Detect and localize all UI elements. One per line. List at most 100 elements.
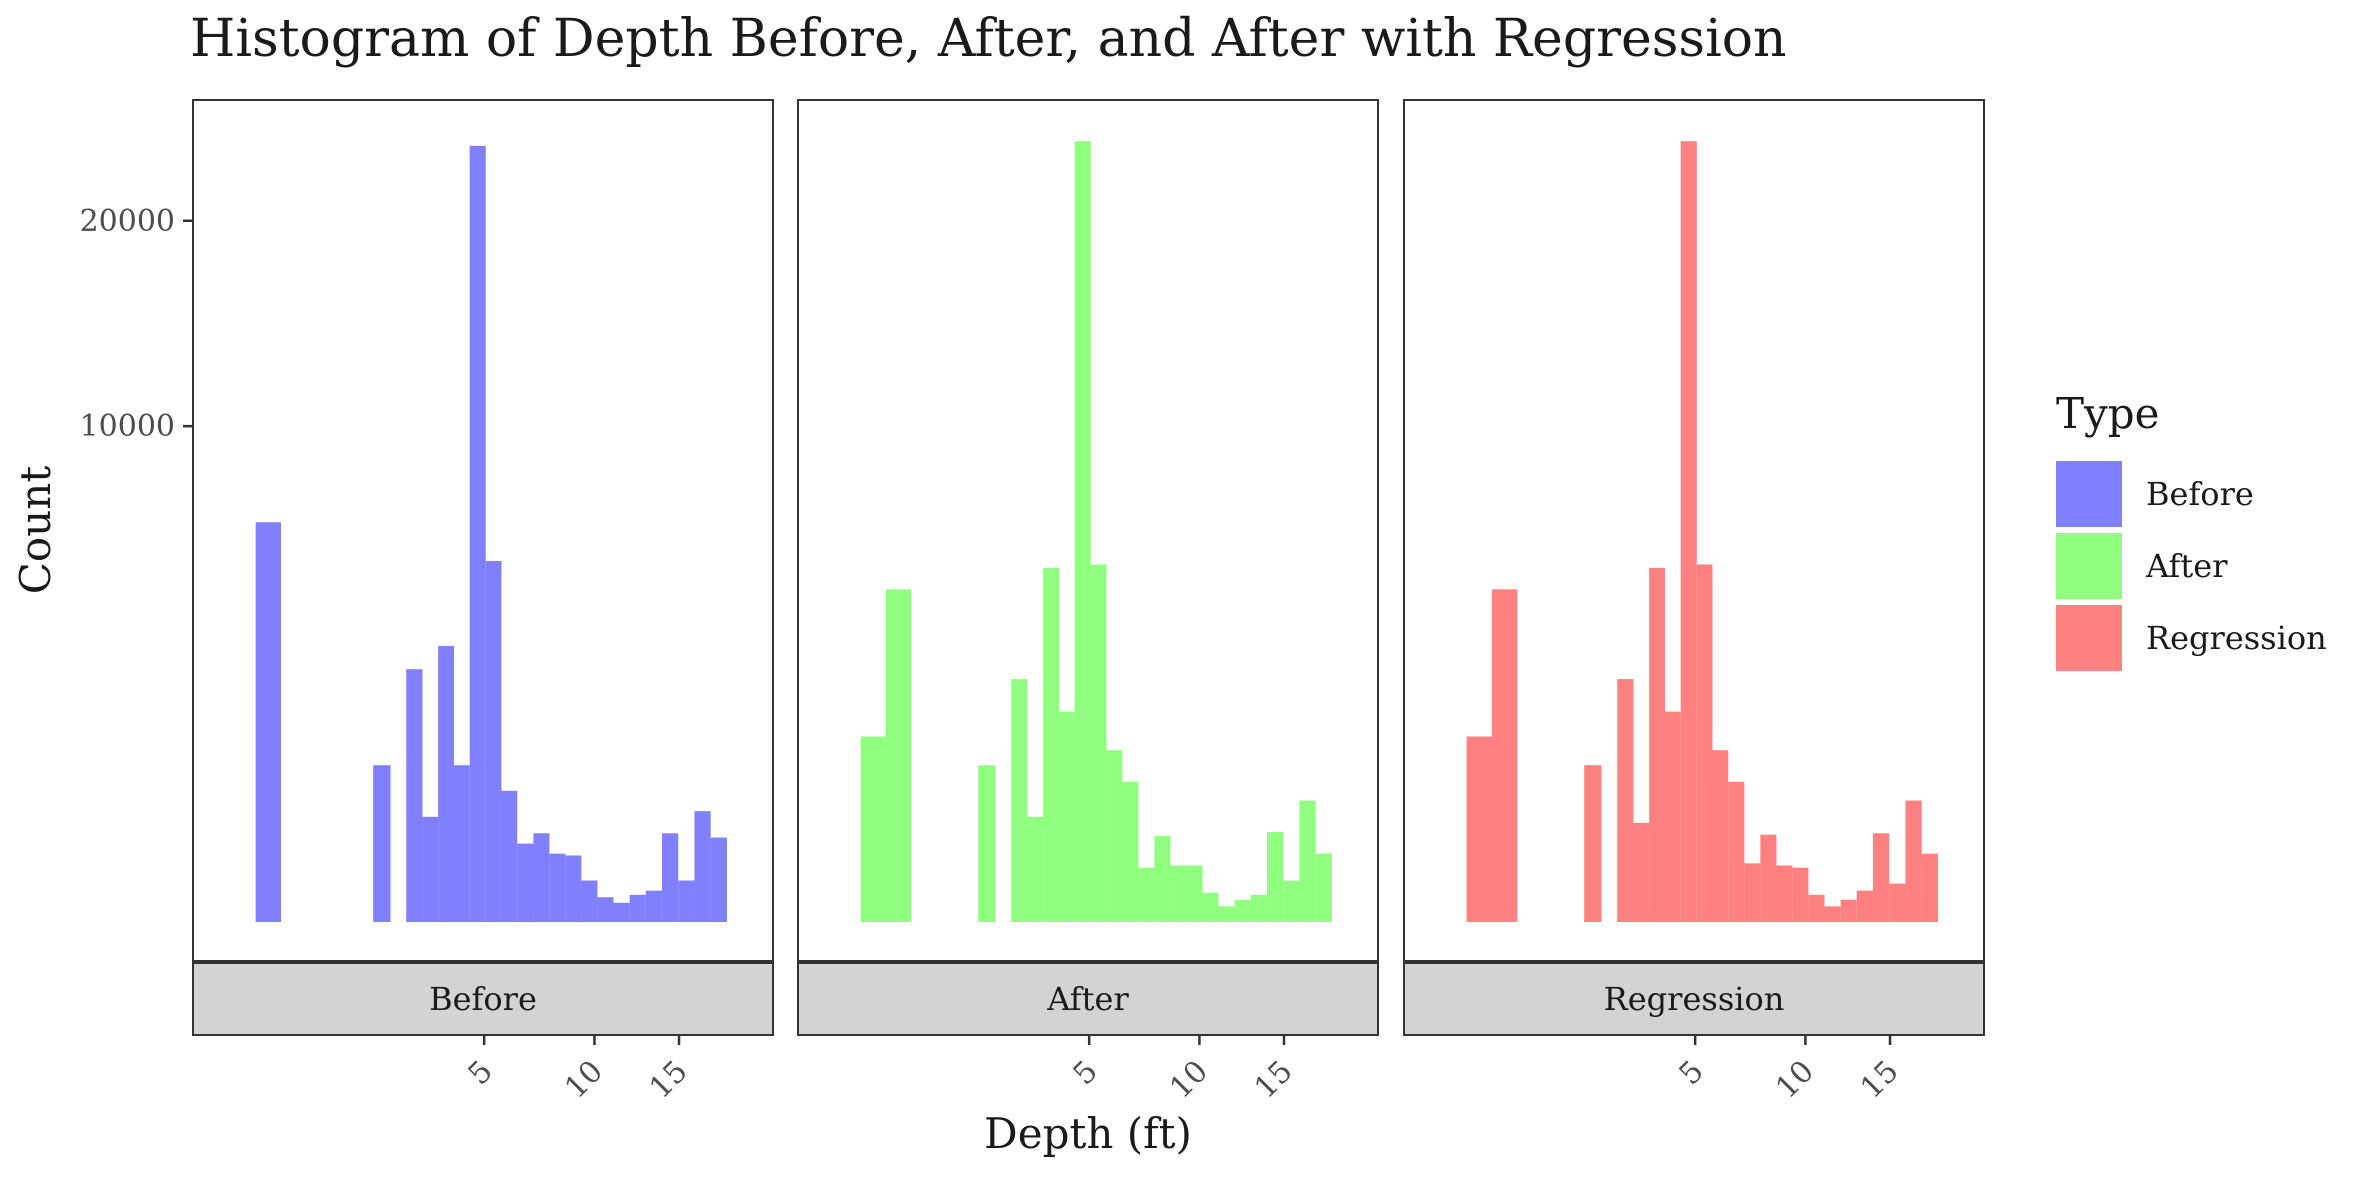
facet-strip-label: After [1046, 980, 1129, 1018]
histogram-bar [1170, 865, 1187, 922]
histogram-bar [1712, 750, 1729, 922]
x-tick-label: 15 [1854, 1054, 1906, 1106]
legend-title: Type [2056, 389, 2159, 438]
histogram-bar [1664, 711, 1681, 922]
histogram-bar [469, 145, 486, 923]
histogram-bar [860, 736, 886, 922]
histogram-bar [1058, 711, 1075, 922]
histogram-bar [1074, 141, 1091, 922]
histogram-bar [1633, 822, 1650, 922]
x-tick-label: 15 [1248, 1054, 1300, 1106]
facet-panel-after: After 5 10 15 [797, 99, 1379, 1106]
histogram-bar [565, 855, 582, 922]
histogram-bar [1889, 883, 1906, 922]
histogram-bar [373, 765, 391, 922]
histogram-bar [1283, 880, 1300, 922]
histogram-bar [1696, 564, 1713, 922]
histogram-bar [422, 816, 439, 922]
histogram-bar [501, 790, 518, 922]
x-tick-label: 5 [462, 1054, 500, 1092]
legend: Type Before After Regression [2056, 389, 2327, 671]
histogram-bar [978, 765, 996, 922]
histogram-bar [1466, 736, 1492, 922]
histogram-bar [1027, 816, 1044, 922]
histogram-bar [1154, 836, 1171, 922]
histogram-bar [613, 902, 630, 922]
histogram-bar [1234, 899, 1251, 922]
histogram-bar [1921, 853, 1938, 922]
legend-key-before [2056, 461, 2122, 527]
histogram-bar [1491, 589, 1518, 922]
histogram-bar [1011, 679, 1028, 922]
histogram-bar [485, 561, 502, 922]
histogram-bar [1138, 867, 1155, 922]
y-tick-label: 20000 [80, 204, 175, 239]
histogram-bar [1299, 800, 1316, 922]
histogram-bar [1649, 567, 1665, 922]
legend-label: Regression [2146, 619, 2327, 657]
histogram-bar [1186, 865, 1203, 922]
facet-panels: Before 5 10 15 After 5 10 15 Regression 5 10 15 [192, 99, 1985, 1106]
histogram-bar [710, 837, 727, 922]
histogram-bar [661, 833, 679, 922]
y-axis-label: Count [11, 466, 60, 595]
histogram-bar [1266, 831, 1284, 922]
histogram-bar [453, 765, 470, 922]
histogram-bar [255, 522, 281, 922]
facet-strip [1403, 961, 1985, 1036]
x-tick-label: 10 [1163, 1054, 1215, 1106]
histogram-bar [1808, 894, 1825, 922]
legend-label: Before [2146, 475, 2254, 513]
histogram-bar [406, 669, 423, 922]
histogram-bar [1680, 141, 1697, 922]
x-tick-label: 5 [1673, 1054, 1711, 1092]
legend-label: After [2145, 547, 2228, 585]
histogram-bar [438, 645, 454, 922]
facet-panel-regression: Regression 5 10 15 [1403, 99, 1985, 1106]
histogram-bar [1824, 906, 1841, 922]
histogram-bar [597, 897, 614, 922]
legend-key-regression [2056, 605, 2122, 671]
histogram-bar [1776, 865, 1793, 922]
facet-panel-before: Before 5 10 15 [192, 99, 774, 1106]
y-tick-label: 10000 [80, 409, 175, 444]
histogram-bar [885, 589, 912, 922]
histogram-bar [1840, 899, 1857, 922]
histogram-bar [1728, 781, 1745, 922]
histogram-bar [1792, 867, 1809, 922]
histogram-bar [678, 880, 695, 922]
legend-key-after [2056, 533, 2122, 599]
histogram-bar [1617, 679, 1634, 922]
histogram-bar [1872, 833, 1890, 922]
facet-strip-label: Regression [1604, 980, 1785, 1018]
histogram-bar [1043, 567, 1059, 922]
chart-title: Histogram of Depth Before, After, and Af… [190, 9, 1787, 69]
histogram-bar [581, 880, 598, 922]
x-axis-label: Depth (ft) [984, 1109, 1192, 1158]
y-axis: 10000 20000 [80, 204, 193, 444]
histogram-bar [629, 894, 646, 922]
histogram-bar [549, 853, 566, 922]
histogram-bar [1106, 750, 1123, 922]
x-tick-label: 5 [1067, 1054, 1105, 1092]
histogram-bar [1856, 890, 1873, 922]
histogram-bar [1760, 834, 1777, 922]
x-tick-label: 10 [1769, 1054, 1821, 1106]
histogram-bar [1250, 894, 1267, 922]
histogram-bar [517, 843, 534, 922]
facet-strip-label: Before [429, 980, 537, 1018]
histogram-bar [1584, 765, 1602, 922]
histogram-bar [1744, 863, 1761, 922]
x-tick-label: 15 [643, 1054, 695, 1106]
histogram-bar [1202, 892, 1219, 922]
histogram-bar [1090, 564, 1107, 922]
histogram-bar [694, 811, 711, 922]
histogram-bar [1905, 800, 1922, 922]
x-tick-label: 10 [558, 1054, 610, 1106]
histogram-bar [1315, 853, 1332, 922]
histogram-bar [1122, 781, 1139, 922]
histogram-bar [645, 890, 662, 922]
histogram-bar [533, 833, 550, 922]
histogram-bar [1218, 906, 1235, 922]
